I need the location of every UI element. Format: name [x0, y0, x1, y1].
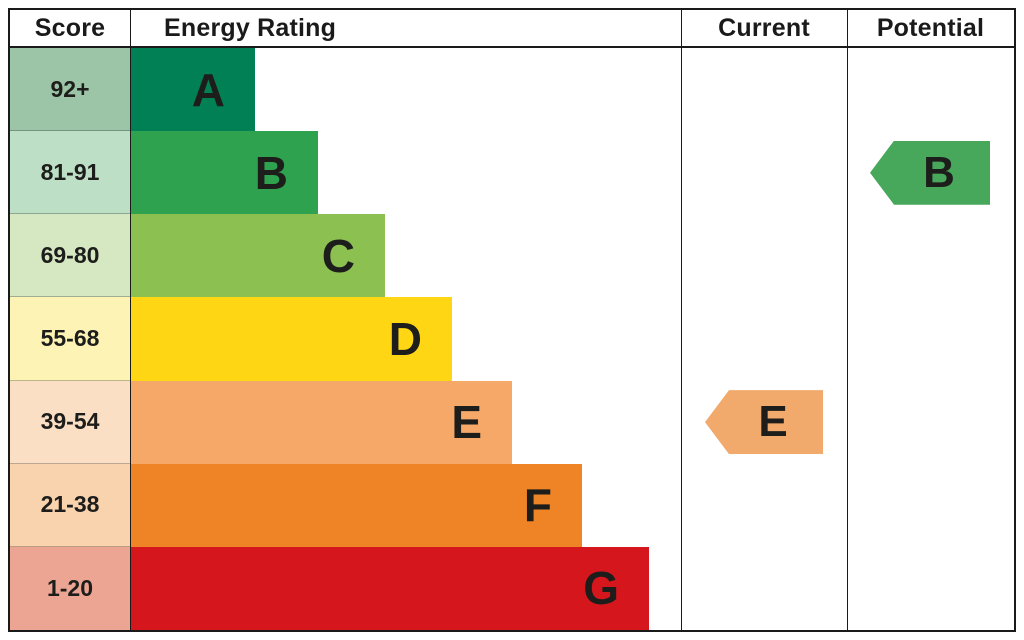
score-column-divider	[130, 10, 131, 630]
rating-bar-a: A	[130, 48, 255, 132]
epc-row-f: 21-38 F	[10, 463, 1014, 547]
score-range-d: 55-68	[10, 297, 130, 381]
epc-row-e: 39-54 E	[10, 380, 1014, 464]
header-score: Score	[34, 13, 106, 42]
rating-bar-b: B	[130, 131, 318, 215]
header-energy-rating: Energy Rating	[164, 13, 337, 42]
epc-rows: 92+ A 81-91 B 69-80 C 55-68 D 39-54 E 21-38 F 1-20 G	[10, 48, 1014, 630]
epc-row-c: 69-80 C	[10, 214, 1014, 298]
current-column-divider	[681, 10, 682, 630]
epc-chart-frame: Score Energy Rating Current Potential 92…	[8, 8, 1016, 632]
rating-letter-b: B	[254, 146, 288, 199]
score-range-b: 81-91	[10, 131, 130, 215]
rating-bar-e: E	[130, 380, 512, 464]
epc-row-a: 92+ A	[10, 48, 1014, 132]
epc-row-d: 55-68 D	[10, 297, 1014, 381]
rating-bar-g: G	[130, 546, 649, 630]
potential-column-divider	[847, 10, 848, 630]
epc-row-g: 1-20 G	[10, 546, 1014, 630]
rating-letter-c: C	[321, 229, 355, 282]
rating-letter-f: F	[523, 479, 552, 532]
rating-bar-f: F	[130, 463, 582, 547]
score-range-g: 1-20	[10, 546, 130, 630]
chart-header: Score Energy Rating Current Potential	[10, 10, 1014, 48]
rating-bar-d: D	[130, 297, 452, 381]
rating-letter-d: D	[388, 312, 422, 365]
score-range-a: 92+	[10, 48, 130, 132]
rating-letter-e: E	[451, 396, 482, 449]
header-current: Current	[718, 13, 810, 42]
score-range-c: 69-80	[10, 214, 130, 298]
score-range-f: 21-38	[10, 463, 130, 547]
score-range-e: 39-54	[10, 380, 130, 464]
epc-row-b: 81-91 B	[10, 131, 1014, 215]
rating-letter-a: A	[191, 63, 225, 116]
rating-letter-g: G	[583, 562, 619, 615]
header-potential: Potential	[876, 13, 985, 42]
rating-bar-c: C	[130, 214, 385, 298]
